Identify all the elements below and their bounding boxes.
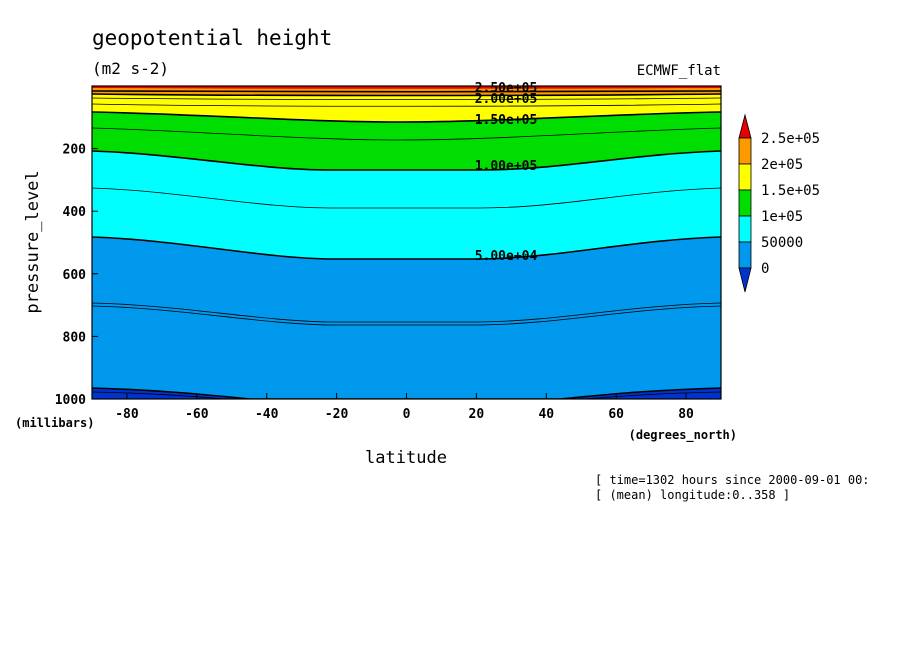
contour-label-200000: 2.00e+05 xyxy=(475,92,538,107)
contour-label-100000: 1.00e+05 xyxy=(475,159,538,174)
contour-line xyxy=(92,391,721,399)
contour-line xyxy=(92,236,721,260)
band-red xyxy=(92,86,721,89)
colorbar-label: 2e+05 xyxy=(761,157,803,173)
contour-label-150000: 1.50e+05 xyxy=(475,113,538,128)
x-tick-label: -40 xyxy=(255,407,279,422)
x-tick-label: -20 xyxy=(325,407,349,422)
contour-lines xyxy=(92,90,721,399)
x-tick-label: 20 xyxy=(469,407,485,422)
chart-units: (m2 s-2) xyxy=(92,59,169,78)
y-tick-label: 200 xyxy=(63,143,87,158)
colorbar: 2.5e+05 2e+05 1.5e+05 1e+05 50000 0 xyxy=(738,113,820,293)
colorbar-label: 0 xyxy=(761,261,769,277)
colorbar-swatch xyxy=(738,241,752,269)
note-time: [ time=1302 hours since 2000-09-01 00: xyxy=(595,473,870,487)
colorbar-swatch xyxy=(738,215,752,243)
colorbar-label: 1e+05 xyxy=(761,209,803,225)
contour-line xyxy=(92,187,721,209)
contour-line xyxy=(92,103,721,107)
x-tick-label: 80 xyxy=(678,407,694,422)
contour-line xyxy=(92,305,721,326)
contour-label-250000: 2.50e+05 xyxy=(475,81,538,96)
colorbar-label: 50000 xyxy=(761,235,803,251)
x-tick-label: 60 xyxy=(608,407,624,422)
contour-labels: 2.50e+05 2.00e+05 1.50e+05 1.00e+05 5.00… xyxy=(475,81,538,264)
x-tick-label: -80 xyxy=(115,407,139,422)
y-units: (millibars) xyxy=(15,416,94,430)
contour-line xyxy=(92,93,721,97)
contour-line xyxy=(92,127,721,141)
colorbar-swatch xyxy=(738,163,752,191)
x-tick-label: 40 xyxy=(538,407,554,422)
y-axis-label: pressure_level xyxy=(23,170,43,313)
contour-line xyxy=(92,90,721,93)
y-tick-label: 600 xyxy=(63,268,87,283)
contour-line xyxy=(92,150,721,171)
y-axis: 200 400 600 800 1000 xyxy=(55,143,98,408)
x-axis: -80 -60 -40 -20 0 20 40 60 80 xyxy=(115,393,694,422)
contour-line xyxy=(92,111,721,123)
x-axis-label: latitude xyxy=(365,448,447,468)
colorbar-swatch xyxy=(738,189,752,217)
contour-fill xyxy=(92,86,721,399)
colorbar-top-arrow xyxy=(738,113,752,139)
x-units: (degrees_north) xyxy=(629,428,737,443)
chart-source: ECMWF_flat xyxy=(637,63,721,79)
x-tick-label: 0 xyxy=(403,407,411,422)
colorbar-bottom-arrow xyxy=(738,267,752,293)
chart-title: geopotential height xyxy=(92,26,332,50)
y-tick-label: 1000 xyxy=(55,393,86,408)
contour-line xyxy=(92,302,721,323)
colorbar-label: 1.5e+05 xyxy=(761,183,820,199)
colorbar-swatch xyxy=(738,137,752,165)
colorbar-label: 2.5e+05 xyxy=(761,131,820,147)
note-longitude: [ (mean) longitude:0..358 ] xyxy=(595,488,790,502)
contour-line xyxy=(92,387,721,399)
contour-line xyxy=(92,97,721,100)
contour-label-50000: 5.00e+04 xyxy=(475,249,538,264)
y-tick-label: 400 xyxy=(63,205,87,220)
x-tick-label: -60 xyxy=(185,407,209,422)
y-tick-label: 800 xyxy=(63,330,87,345)
